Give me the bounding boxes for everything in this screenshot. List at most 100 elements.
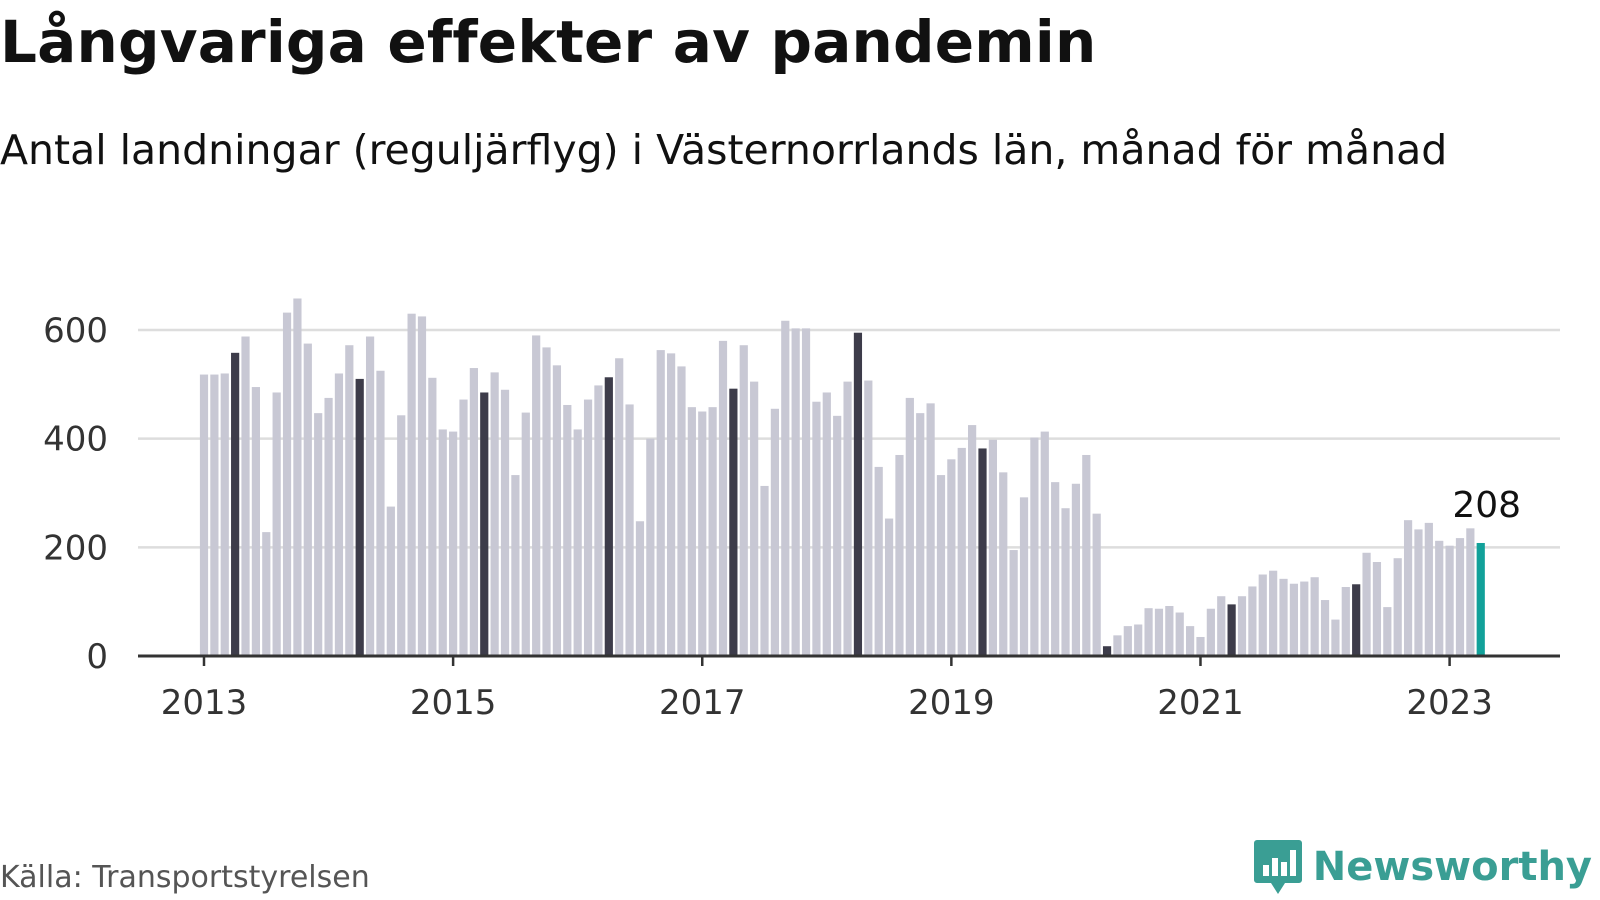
bar bbox=[231, 352, 240, 656]
bar bbox=[1289, 583, 1298, 656]
bar bbox=[210, 374, 219, 656]
bar bbox=[698, 411, 707, 656]
bar bbox=[1331, 619, 1340, 656]
bar bbox=[1403, 520, 1413, 656]
bar bbox=[968, 425, 977, 656]
bar bbox=[916, 413, 925, 656]
bar bbox=[365, 336, 375, 656]
bar bbox=[1320, 600, 1330, 656]
bar bbox=[1051, 482, 1060, 656]
bar bbox=[417, 316, 427, 656]
bar bbox=[314, 413, 323, 656]
bar bbox=[521, 412, 530, 656]
y-tick-label: 400 bbox=[43, 420, 108, 460]
bar bbox=[490, 372, 499, 656]
bar bbox=[739, 345, 748, 656]
bar bbox=[1341, 587, 1350, 656]
bar bbox=[708, 407, 717, 656]
bar bbox=[1217, 596, 1226, 656]
x-tick-label: 2023 bbox=[1406, 683, 1493, 723]
bar bbox=[1040, 431, 1049, 656]
bar bbox=[1061, 508, 1070, 656]
bar bbox=[1237, 596, 1247, 656]
bar bbox=[563, 404, 572, 656]
bar bbox=[199, 374, 209, 656]
bar bbox=[1227, 604, 1236, 656]
chart-title: Långvariga effekter av pandemin bbox=[0, 8, 1097, 76]
bar bbox=[770, 408, 779, 656]
bar bbox=[750, 381, 759, 656]
bar bbox=[511, 475, 520, 656]
newsworthy-logo-icon bbox=[1253, 840, 1302, 894]
bar bbox=[532, 335, 541, 656]
chart-subtitle: Antal landningar (reguljärflyg) i Väster… bbox=[0, 126, 1448, 174]
y-tick-label: 0 bbox=[86, 637, 108, 677]
bar bbox=[874, 466, 883, 656]
bar bbox=[1435, 540, 1444, 656]
bar bbox=[376, 370, 385, 656]
bar bbox=[1393, 558, 1402, 656]
bar bbox=[1258, 574, 1267, 656]
bar bbox=[407, 313, 416, 656]
bar bbox=[646, 438, 655, 656]
bar bbox=[449, 431, 458, 656]
bar bbox=[1269, 570, 1278, 656]
source-note: Källa: Transportstyrelsen bbox=[0, 860, 370, 895]
bar bbox=[656, 350, 665, 656]
bar bbox=[822, 392, 831, 656]
brand-name: Newsworthy bbox=[1312, 844, 1592, 890]
bar bbox=[1362, 552, 1371, 656]
bar bbox=[1123, 626, 1132, 656]
x-tick-label: 2017 bbox=[659, 683, 746, 723]
x-tick-label: 2021 bbox=[1157, 683, 1244, 723]
x-tick-label: 2015 bbox=[410, 683, 497, 723]
y-tick-label: 600 bbox=[43, 311, 108, 351]
bar bbox=[1186, 626, 1195, 656]
bars bbox=[199, 298, 1485, 656]
bar bbox=[677, 366, 686, 656]
bar bbox=[635, 521, 645, 656]
bar bbox=[833, 415, 842, 656]
y-axis-ticks: 0 200 400 600 bbox=[43, 311, 108, 677]
bar bbox=[293, 298, 302, 656]
bar bbox=[957, 447, 966, 656]
bar bbox=[667, 353, 676, 656]
bar bbox=[438, 429, 447, 656]
bar bbox=[272, 392, 281, 656]
bar bbox=[988, 439, 997, 656]
bar bbox=[1092, 513, 1101, 656]
bar bbox=[282, 312, 292, 656]
bar bbox=[729, 388, 738, 656]
bar bbox=[1030, 437, 1039, 656]
bar bbox=[355, 378, 364, 656]
bar bbox=[718, 340, 728, 656]
bar bbox=[1071, 483, 1081, 656]
bar bbox=[1175, 612, 1184, 656]
bar bbox=[345, 345, 354, 656]
bar bbox=[1383, 607, 1392, 656]
bar bbox=[1134, 624, 1143, 656]
bar bbox=[781, 320, 790, 656]
bar bbox=[1113, 635, 1122, 656]
bar bbox=[1424, 522, 1433, 656]
bar bbox=[1279, 578, 1288, 656]
bar bbox=[853, 332, 863, 656]
bar bbox=[1414, 529, 1423, 656]
bar bbox=[1466, 528, 1475, 656]
bar bbox=[760, 485, 769, 656]
bar bbox=[397, 415, 406, 656]
bar bbox=[334, 373, 344, 656]
bar bbox=[1082, 454, 1091, 656]
bar bbox=[791, 328, 800, 656]
y-tick-label: 200 bbox=[43, 528, 108, 568]
bar bbox=[1154, 608, 1164, 656]
bar bbox=[542, 347, 551, 656]
bar bbox=[1165, 606, 1174, 656]
bar bbox=[1476, 542, 1485, 656]
bar bbox=[895, 454, 904, 656]
bar bbox=[386, 506, 395, 656]
bar bbox=[1009, 550, 1018, 656]
bar bbox=[843, 381, 852, 656]
bar bbox=[999, 472, 1008, 656]
latest-value-label: 208 bbox=[1452, 485, 1521, 526]
